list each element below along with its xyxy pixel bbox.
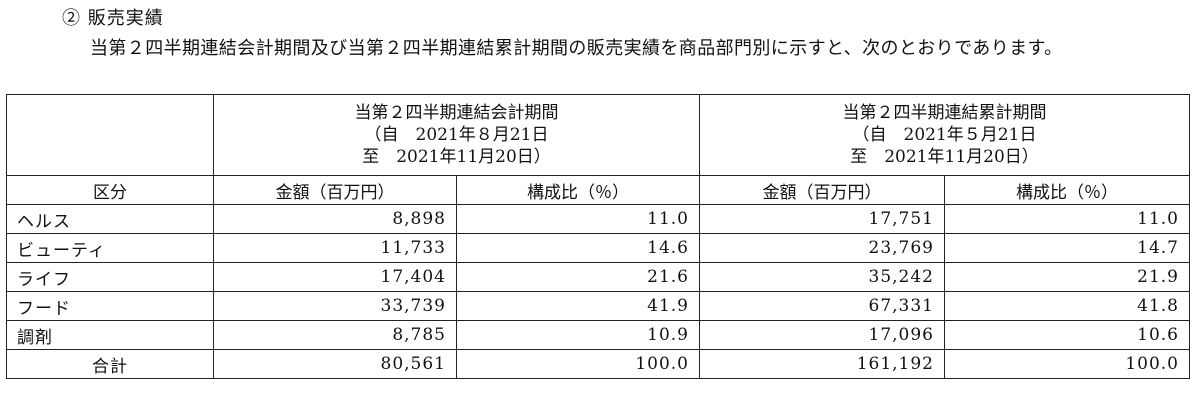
total-cumulative-amount-cell: 161,192 — [699, 349, 945, 379]
cumulative-ratio-cell: 21.9 — [944, 262, 1190, 292]
quarter-period-header: 当第２四半期連結会計期間 （自 2021年８月21日 至 2021年11月20日… — [213, 94, 700, 176]
quarter-ratio-cell: 14.6 — [456, 233, 700, 263]
cumulative-amount-cell: 17,751 — [699, 204, 945, 234]
quarter-period-title: 当第２四半期連結会計期間 — [354, 103, 559, 123]
quarter-amount-header: 金額（百万円） — [213, 175, 457, 205]
column-header-row: 区分 金額（百万円） 構成比（％） 金額（百万円） 構成比（％） — [6, 175, 1190, 205]
table-row: フード 33,739 41.9 67,331 41.8 — [6, 291, 1190, 321]
total-quarter-amount-cell: 80,561 — [213, 349, 457, 379]
cumulative-amount-cell: 35,242 — [699, 262, 945, 292]
corner-cell — [6, 94, 214, 176]
table-row: ビューティ 11,733 14.6 23,769 14.7 — [6, 233, 1190, 263]
total-cumulative-ratio-cell: 100.0 — [944, 349, 1190, 379]
cumulative-amount-cell: 23,769 — [699, 233, 945, 263]
cumulative-period-title: 当第２四半期連結累計期間 — [842, 103, 1047, 123]
cumulative-ratio-header: 構成比（％） — [944, 175, 1190, 205]
quarter-ratio-cell: 41.9 — [456, 291, 700, 321]
intro-paragraph: 当第２四半期連結会計期間及び当第２四半期連結累計期間の販売実績を商品部門別に示す… — [90, 38, 1063, 59]
sales-table: 当第２四半期連結会計期間 （自 2021年８月21日 至 2021年11月20日… — [6, 94, 1190, 379]
cumulative-period-to: 至 2021年11月20日） — [850, 147, 1039, 167]
quarter-amount-cell: 17,404 — [213, 262, 457, 292]
section-heading: ② 販売実績 — [62, 8, 164, 29]
category-cell: 調剤 — [6, 320, 214, 350]
cumulative-amount-cell: 17,096 — [699, 320, 945, 350]
category-cell: ライフ — [6, 262, 214, 292]
period-header-row: 当第２四半期連結会計期間 （自 2021年８月21日 至 2021年11月20日… — [6, 94, 1190, 176]
table-row: ライフ 17,404 21.6 35,242 21.9 — [6, 262, 1190, 292]
quarter-period-to: 至 2021年11月20日） — [362, 147, 551, 167]
quarter-ratio-cell: 10.9 — [456, 320, 700, 350]
quarter-ratio-header: 構成比（％） — [456, 175, 700, 205]
table-row: 調剤 8,785 10.9 17,096 10.6 — [6, 320, 1190, 350]
quarter-amount-cell: 11,733 — [213, 233, 457, 263]
table-row: ヘルス 8,898 11.0 17,751 11.0 — [6, 204, 1190, 234]
quarter-amount-cell: 8,898 — [213, 204, 457, 234]
total-row: 合計 80,561 100.0 161,192 100.0 — [6, 349, 1190, 379]
category-cell: フード — [6, 291, 214, 321]
cumulative-ratio-cell: 11.0 — [944, 204, 1190, 234]
quarter-amount-cell: 8,785 — [213, 320, 457, 350]
category-cell: ビューティ — [6, 233, 214, 263]
cumulative-amount-header: 金額（百万円） — [699, 175, 945, 205]
quarter-ratio-cell: 11.0 — [456, 204, 700, 234]
cumulative-ratio-cell: 10.6 — [944, 320, 1190, 350]
quarter-amount-cell: 33,739 — [213, 291, 457, 321]
cumulative-ratio-cell: 14.7 — [944, 233, 1190, 263]
total-label-cell: 合計 — [6, 349, 214, 379]
cumulative-period-header: 当第２四半期連結累計期間 （自 2021年５月21日 至 2021年11月20日… — [699, 94, 1190, 176]
cumulative-ratio-cell: 41.8 — [944, 291, 1190, 321]
quarter-ratio-cell: 21.6 — [456, 262, 700, 292]
category-cell: ヘルス — [6, 204, 214, 234]
category-header: 区分 — [6, 175, 214, 205]
cumulative-period-from: （自 2021年５月21日 — [852, 125, 1037, 145]
cumulative-amount-cell: 67,331 — [699, 291, 945, 321]
total-quarter-ratio-cell: 100.0 — [456, 349, 700, 379]
quarter-period-from: （自 2021年８月21日 — [364, 125, 549, 145]
